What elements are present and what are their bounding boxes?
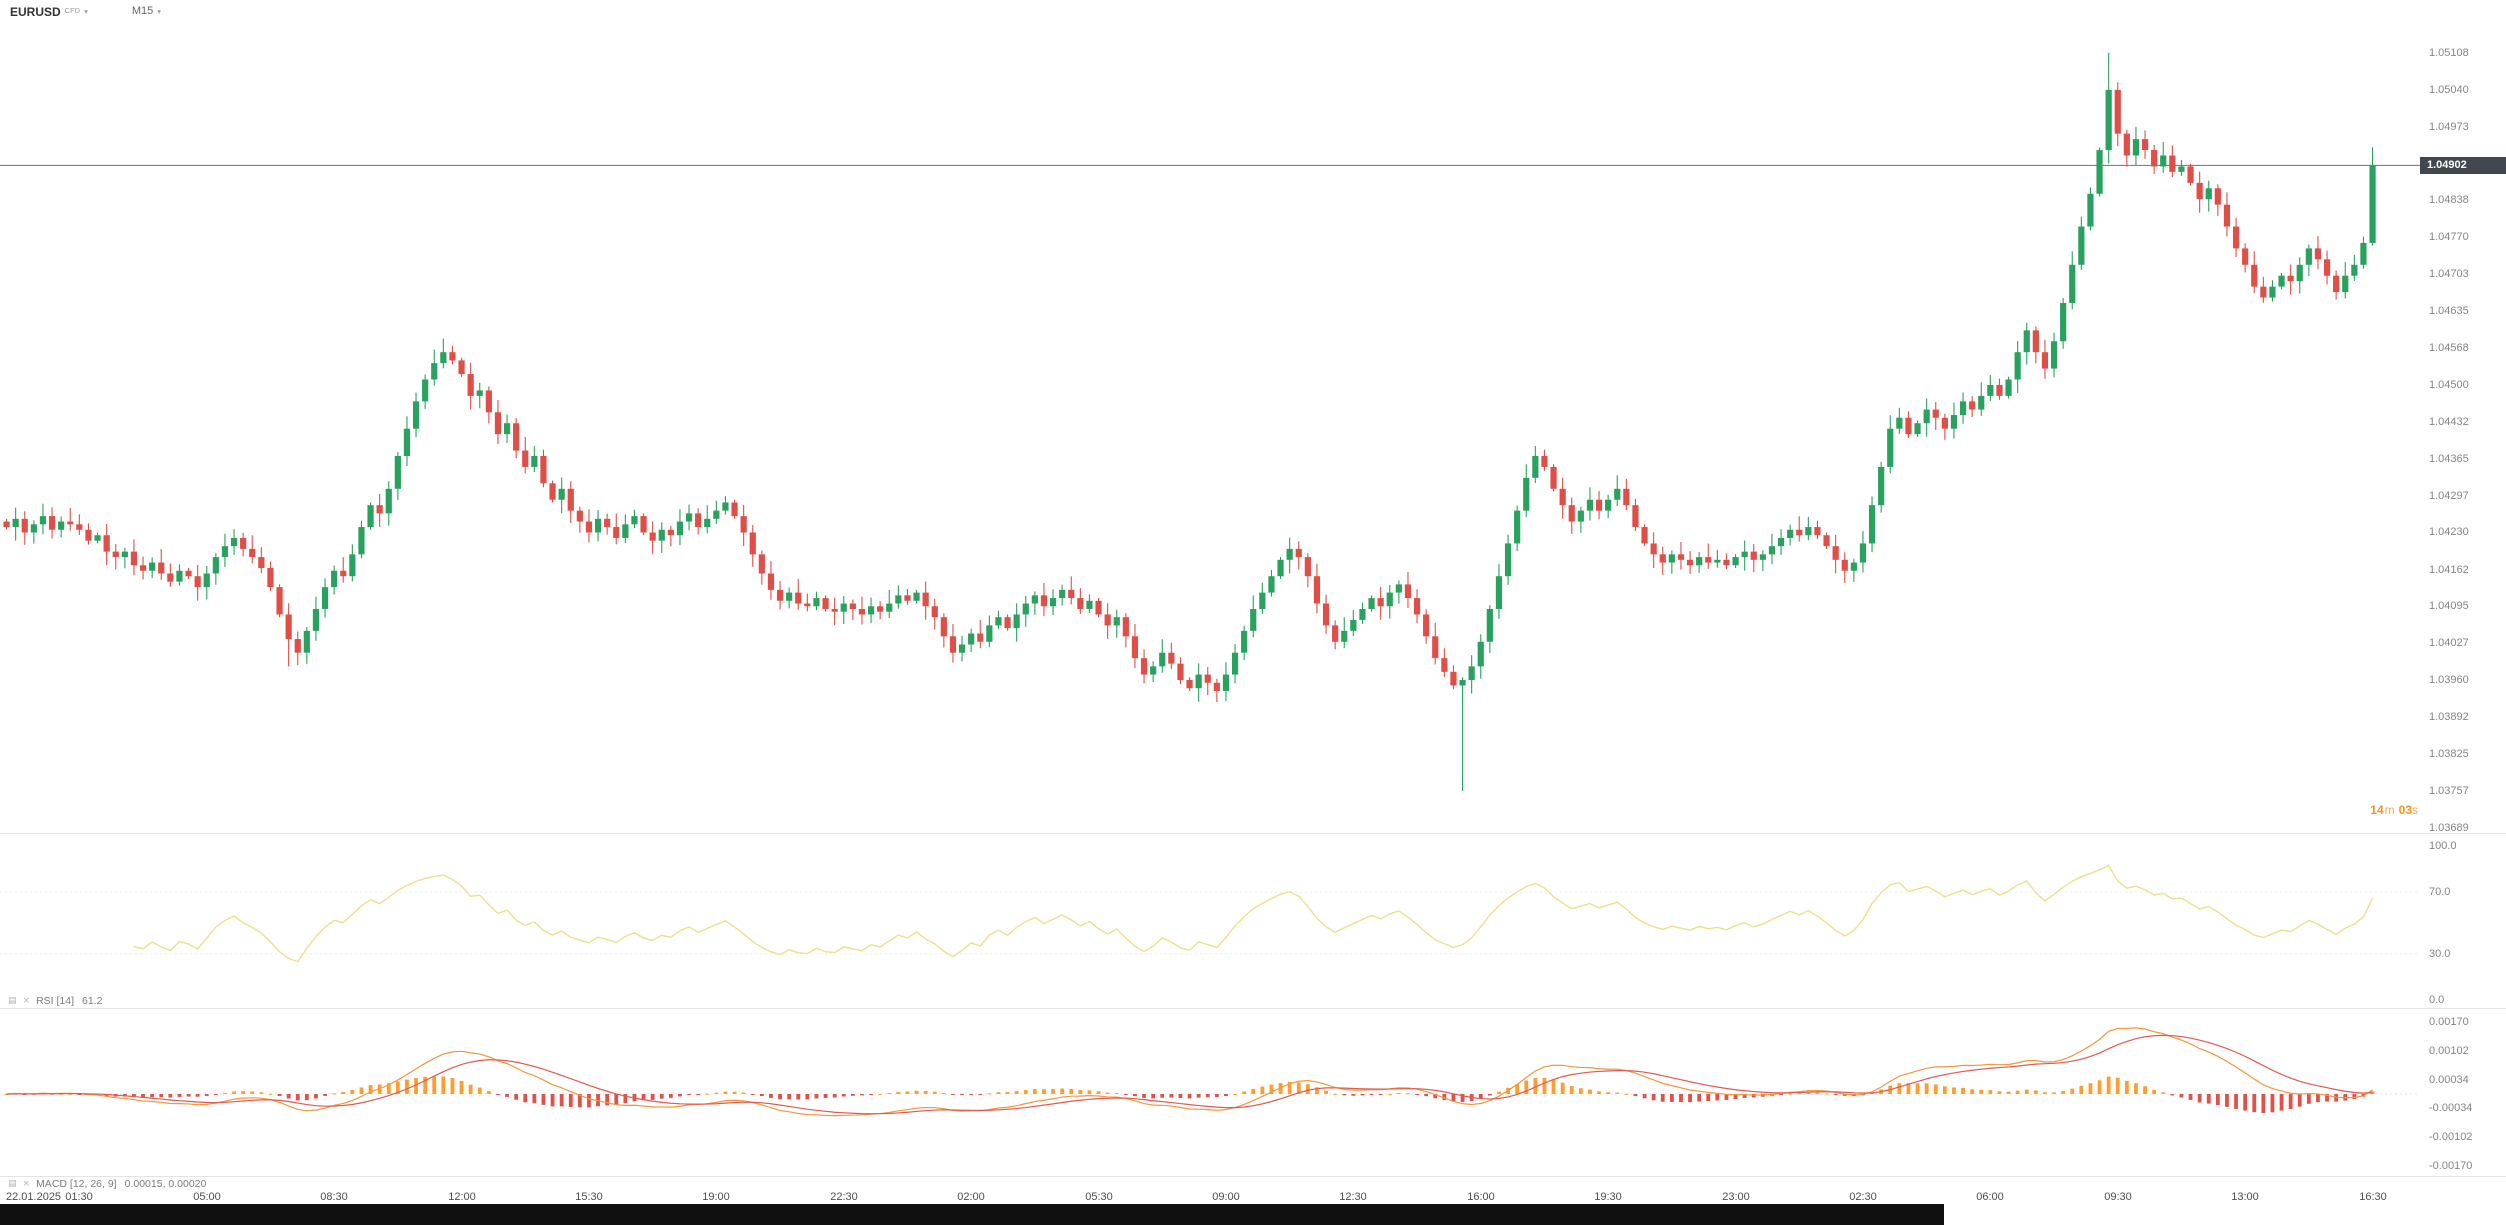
price-axis-label: 1.03757	[2429, 784, 2469, 797]
time-axis-label: 01:30	[65, 1191, 93, 1203]
instrument-type-label: CFD	[64, 6, 81, 15]
price-axis-label: 1.03892	[2429, 711, 2469, 724]
time-axis-label: 22:30	[830, 1191, 858, 1203]
countdown-seconds: 03	[2398, 803, 2412, 817]
price-axis-label: 1.04838	[2429, 194, 2469, 207]
time-axis-label: 05:30	[1085, 1191, 1113, 1203]
chevron-down-icon: ▾	[157, 7, 162, 16]
price-axis-label: 1.03825	[2429, 747, 2469, 760]
time-axis-label: 23:00	[1722, 1191, 1750, 1203]
time-axis-label: 22.01.2025	[6, 1191, 62, 1203]
price-axis-label: 1.04027	[2429, 637, 2469, 650]
indicator-close-icon[interactable]: ×	[22, 1178, 31, 1189]
price-axis-label: 1.04162	[2429, 563, 2469, 576]
time-axis-label: 19:30	[1594, 1191, 1622, 1203]
countdown-minutes-unit: m	[2384, 803, 2395, 817]
price-axis-label: 1.04568	[2429, 341, 2469, 354]
macd-axis-label: 0.00102	[2429, 1044, 2469, 1057]
time-axis-label: 09:30	[2104, 1191, 2132, 1203]
price-axis-label: 1.04432	[2429, 416, 2469, 429]
time-axis-label: 08:30	[320, 1191, 348, 1203]
rsi-axis-label: 100.0	[2429, 840, 2457, 852]
time-axis-label: 05:00	[193, 1191, 221, 1203]
rsi-value: 61.2	[82, 995, 103, 1007]
time-axis-label: 06:00	[1976, 1191, 2004, 1203]
current-price-tag: 1.04902	[2420, 156, 2506, 174]
time-axis-label: 12:30	[1339, 1191, 1367, 1203]
time-axis-label: 19:00	[702, 1191, 730, 1203]
price-axis-label: 1.04095	[2429, 600, 2469, 613]
price-axis-label: 1.04770	[2429, 231, 2469, 244]
rsi-axis-label: 0.0	[2429, 994, 2445, 1006]
price-axis-label: 1.04635	[2429, 305, 2469, 318]
price-axis-label: 1.03960	[2429, 674, 2469, 687]
chart-header: EURUSD CFD ▾ M15 ▾	[10, 5, 161, 19]
rsi-axis-label: 30.0	[2429, 947, 2451, 960]
timeframe-label: M15	[131, 5, 154, 17]
time-axis-label: 16:00	[1467, 1191, 1495, 1203]
time-axis-label: 13:00	[2231, 1191, 2259, 1203]
macd-axis-label: 0.00034	[2429, 1073, 2469, 1086]
time-axis-label: 09:00	[1212, 1191, 1240, 1203]
macd-label: MACD [12, 26, 9]	[36, 1178, 117, 1190]
price-axis-label: 1.04297	[2429, 489, 2469, 502]
rsi-indicator-row: ▤ × RSI [14] 61.2	[8, 995, 102, 1007]
countdown-seconds-unit: s	[2412, 803, 2418, 817]
rsi-axis-label: 70.0	[2429, 886, 2451, 899]
time-axis-label: 02:30	[1849, 1191, 1877, 1203]
time-axis[interactable]: 22.01.2025 01:30 05:00 08:30 12:00 15:30 19:00…	[0, 1190, 2420, 1205]
candle-countdown: 14m 03s	[2318, 803, 2418, 817]
macd-axis-label: -0.00034	[2429, 1102, 2473, 1115]
macd-axis-label: 0.00170	[2429, 1015, 2469, 1028]
price-axis-label: 1.04703	[2429, 268, 2469, 281]
price-axis-label: 1.04365	[2429, 452, 2469, 465]
time-axis-label: 12:00	[448, 1191, 476, 1203]
price-axis-label: 1.05040	[2429, 83, 2469, 96]
indicator-settings-icon[interactable]: ▤	[8, 1178, 17, 1189]
timeframe-selector[interactable]: M15 ▾	[132, 5, 161, 17]
price-axis-label: 1.03689	[2429, 822, 2469, 835]
time-axis-label: 16:30	[2359, 1191, 2387, 1203]
indicator-close-icon[interactable]: ×	[22, 995, 31, 1006]
macd-axis-label: -0.00102	[2429, 1131, 2473, 1144]
price-axis-label: 1.05108	[2429, 46, 2469, 59]
instrument-symbol: EURUSD	[10, 5, 61, 19]
price-axis-label: 1.04973	[2429, 120, 2469, 133]
indicator-settings-icon[interactable]: ▤	[8, 995, 17, 1006]
countdown-minutes: 14	[2370, 803, 2384, 817]
bottom-bar	[0, 1204, 1944, 1225]
macd-indicator-row: ▤ × MACD [12, 26, 9] 0.00015, 0.00020	[8, 1178, 206, 1190]
macd-axis-label: -0.00170	[2429, 1160, 2473, 1172]
macd-value: 0.00015, 0.00020	[124, 1178, 207, 1190]
rsi-label: RSI [14]	[36, 995, 74, 1007]
instrument-selector[interactable]: EURUSD CFD ▾	[10, 5, 88, 19]
price-axis-label: 1.04500	[2429, 378, 2469, 391]
time-axis-label: 15:30	[575, 1191, 603, 1203]
price-axis-label: 1.04230	[2429, 526, 2469, 539]
price-axis[interactable]: 1.05108 1.05040 1.04973 1.04838 1.04770 1.047…	[2420, 0, 2506, 1225]
chevron-down-icon: ▾	[84, 7, 88, 16]
time-axis-label: 02:00	[957, 1191, 985, 1203]
